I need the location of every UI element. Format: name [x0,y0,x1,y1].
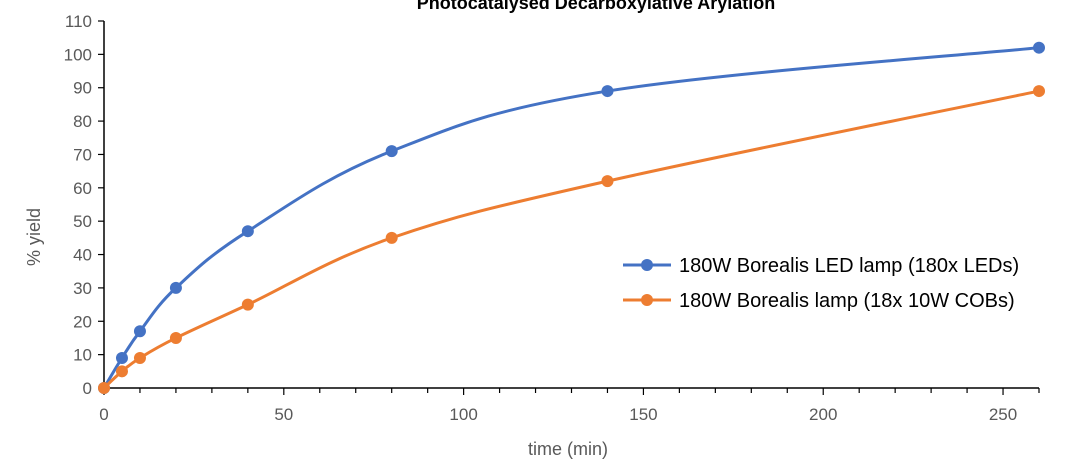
x-tick-label: 100 [449,405,477,424]
y-tick-label: 30 [73,279,92,298]
x-tick-label: 200 [809,405,837,424]
series-line [102,46,1041,390]
y-tick-label: 40 [73,246,92,265]
y-tick-label: 80 [73,112,92,131]
data-point [115,365,128,378]
x-axis-title: time (min) [528,439,608,459]
x-tick-label: 250 [989,405,1017,424]
series-line [102,89,1041,390]
data-point [133,351,146,364]
data-point [385,231,398,244]
chart-title: Photocatalysed Decarboxylative Arylation [417,0,775,13]
y-tick-label: 60 [73,179,92,198]
y-tick-label: 70 [73,145,92,164]
data-point [98,382,110,394]
y-tick-label: 20 [73,312,92,331]
x-tick-label: 150 [629,405,657,424]
series-layer [98,41,1045,394]
legend-marker [641,294,653,306]
legend-label: 180W Borealis LED lamp (180x LEDs) [679,255,1019,277]
data-point [169,331,182,344]
data-point [601,85,614,98]
y-axis-title: % yield [24,208,44,266]
y-tick-label: 100 [64,45,92,64]
y-tick-label: 90 [73,79,92,98]
data-point [601,175,614,188]
data-point [169,281,182,294]
data-point [241,225,254,238]
y-tick-label: 0 [83,379,92,398]
x-axis-ticks: 0 50 100 150 200 250 [99,388,1040,424]
data-point [133,325,146,338]
y-tick-label: 10 [73,346,92,365]
series-2 [98,85,1045,394]
x-tick-label: 50 [274,405,293,424]
data-point [241,298,254,311]
y-tick-label: 50 [73,212,92,231]
legend-item: 180W Borealis lamp (18x 10W COBs) [623,290,1015,312]
data-point [385,145,398,158]
legend: 180W Borealis LED lamp (180x LEDs) 180W B… [623,255,1019,312]
data-point [1033,41,1045,54]
series-1 [98,41,1045,394]
legend-item: 180W Borealis LED lamp (180x LEDs) [623,255,1019,277]
data-point [115,351,128,364]
legend-label: 180W Borealis lamp (18x 10W COBs) [679,290,1015,312]
legend-marker [641,259,653,271]
y-axis-ticks: 0 10 20 30 40 50 60 70 80 90 100 110 [64,12,104,398]
data-point [1033,85,1045,98]
axes [103,21,1039,389]
y-tick-label: 110 [65,12,92,31]
x-tick-label: 0 [99,405,108,424]
